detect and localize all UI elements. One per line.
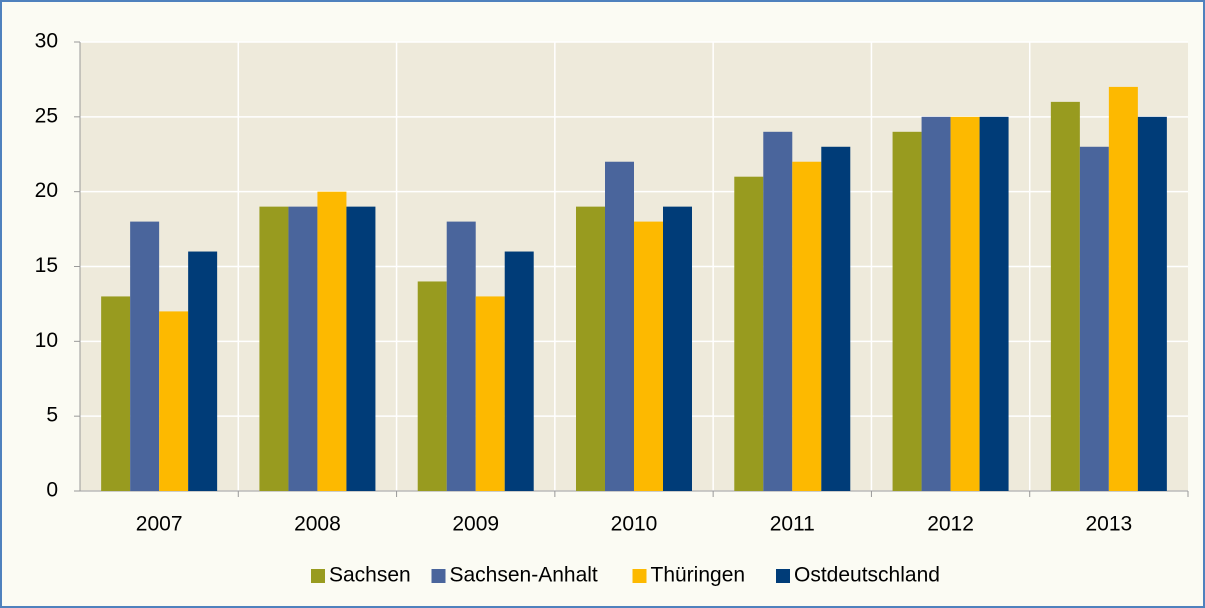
- y-tick-label: 25: [35, 104, 58, 127]
- bar: [634, 221, 663, 491]
- x-tick-label: 2013: [1085, 513, 1132, 536]
- legend-label: Sachsen-Anhalt: [450, 564, 598, 587]
- legend-label: Thüringen: [651, 564, 746, 587]
- bar: [417, 281, 447, 491]
- y-tick-label: 10: [35, 329, 58, 352]
- y-tick-label: 0: [46, 479, 58, 502]
- bar: [1050, 101, 1080, 491]
- bar: [259, 206, 289, 491]
- x-tick-label: 2012: [927, 513, 974, 536]
- x-tick-label: 2011: [770, 513, 815, 536]
- bar: [130, 221, 160, 491]
- bar: [1079, 146, 1109, 491]
- bar: [792, 161, 822, 491]
- bar: [188, 251, 218, 491]
- legend-label: Sachsen: [329, 564, 411, 587]
- y-tick-label: 15: [35, 254, 58, 277]
- bar: [979, 116, 1009, 491]
- bar: [921, 116, 951, 491]
- bar: [763, 131, 793, 492]
- x-tick-label: 2007: [136, 513, 183, 536]
- x-tick-label: 2010: [611, 513, 658, 536]
- bar: [159, 311, 189, 491]
- bar: [734, 176, 764, 491]
- bar: [821, 146, 851, 491]
- bar: [950, 116, 980, 491]
- legend-label: Ostdeutschland: [794, 564, 940, 587]
- bar: [346, 206, 376, 491]
- bar: [892, 131, 922, 492]
- x-tick-label: 2009: [452, 513, 499, 536]
- legend-swatch: [776, 569, 790, 583]
- bar: [288, 206, 318, 491]
- bar: [576, 206, 605, 491]
- bar: [605, 161, 634, 491]
- x-tick-label: 2008: [294, 513, 341, 536]
- bar: [504, 251, 534, 491]
- bar: [475, 296, 505, 491]
- legend-swatch: [431, 569, 446, 583]
- legend-swatch: [311, 569, 325, 583]
- bar: [1137, 116, 1167, 491]
- y-tick-label: 30: [35, 30, 58, 53]
- bar: [663, 206, 692, 491]
- bar: [446, 221, 476, 491]
- y-tick-label: 5: [46, 404, 58, 427]
- y-tick-label: 20: [35, 179, 58, 202]
- legend-swatch: [632, 569, 647, 583]
- bar: [101, 296, 131, 491]
- bar: [317, 191, 347, 491]
- bar: [1108, 86, 1138, 492]
